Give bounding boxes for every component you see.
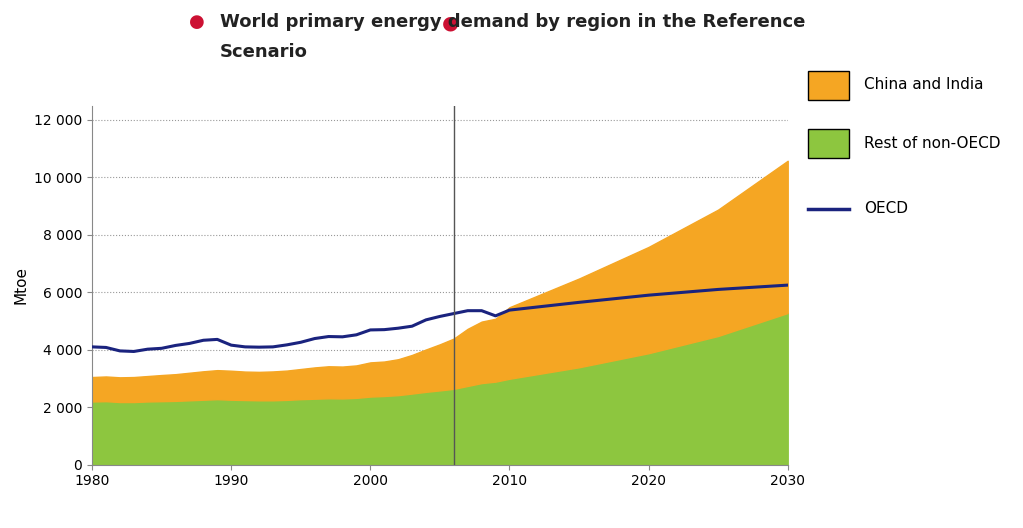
Text: Rest of non-OECD: Rest of non-OECD xyxy=(864,136,1000,151)
Text: World primary energy demand by region in the Reference: World primary energy demand by region in… xyxy=(220,13,805,31)
Text: China and India: China and India xyxy=(864,77,984,92)
Text: ●: ● xyxy=(442,13,458,32)
Text: ●: ● xyxy=(189,13,205,31)
Y-axis label: Mtoe: Mtoe xyxy=(13,266,29,304)
Text: Scenario: Scenario xyxy=(220,43,308,61)
Text: OECD: OECD xyxy=(864,201,908,216)
